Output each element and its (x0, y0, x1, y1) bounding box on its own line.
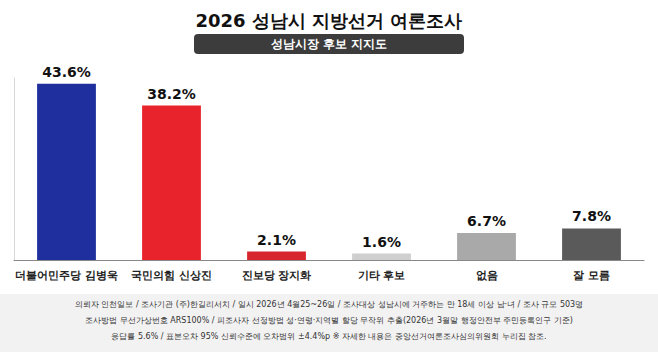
svg-text:2026 성남시 지방선거 여론조사: 2026 성남시 지방선거 여론조사 (196, 10, 463, 31)
svg-text:응답률 5.6% / 표본오차 95% 신뢰수준에 오차범위: 응답률 5.6% / 표본오차 95% 신뢰수준에 오차범위 ±4.4%p ※ … (111, 332, 546, 341)
svg-text:잘 모름: 잘 모름 (573, 269, 610, 282)
svg-text:조사방법 무선가상번호 ARS100% / 피조사자 선정방: 조사방법 무선가상번호 ARS100% / 피조사자 선정방법 성·연령·지역별… (85, 316, 573, 325)
svg-text:의뢰자 인천일보 / 조사기관 (주)한길리서치 / 일시: 의뢰자 인천일보 / 조사기관 (주)한길리서치 / 일시 2026년 4월25… (75, 300, 583, 309)
svg-text:2.1%: 2.1% (257, 232, 296, 248)
svg-text:43.6%: 43.6% (42, 64, 91, 80)
svg-text:없음: 없음 (476, 269, 498, 282)
svg-text:더불어민주당 김병욱: 더불어민주당 김병욱 (15, 269, 118, 282)
svg-text:6.7%: 6.7% (467, 213, 506, 229)
svg-text:기타 후보: 기타 후보 (358, 269, 406, 282)
svg-text:7.8%: 7.8% (572, 208, 611, 224)
svg-text:진보당 장지화: 진보당 장지화 (242, 269, 312, 282)
svg-text:국민의힘 신상진: 국민의힘 신상진 (131, 269, 212, 282)
svg-text:1.6%: 1.6% (362, 234, 401, 250)
svg-text:38.2%: 38.2% (147, 86, 196, 102)
svg-text:성남시장 후보 지지도: 성남시장 후보 지지도 (271, 37, 387, 51)
